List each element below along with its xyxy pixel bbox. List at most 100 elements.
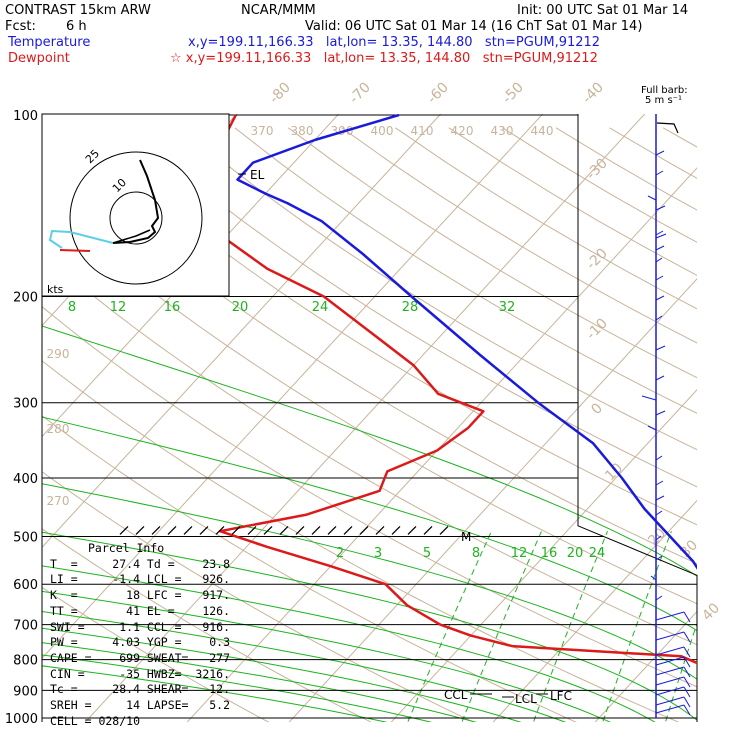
wind-barb-flag xyxy=(655,455,663,461)
dry-adiabat-line xyxy=(555,127,697,211)
pressure-tick-label: 400 xyxy=(13,472,38,487)
moist-adiabat-line xyxy=(42,531,697,721)
hodograph-ring-outer xyxy=(69,151,203,285)
isotherm-tick-label: -60 xyxy=(424,79,451,106)
moist-adiabat-line xyxy=(42,654,433,722)
wind-barb-flag xyxy=(655,245,665,251)
sounding-series xyxy=(152,114,697,665)
freezing-hatch xyxy=(407,526,417,535)
freezing-hatch xyxy=(359,526,369,535)
isotherm-tick-label: 20 xyxy=(645,525,669,549)
level-marker-label: M xyxy=(461,530,471,544)
freezing-hatch xyxy=(215,526,225,535)
moist-adiabat-line xyxy=(42,590,611,722)
pressure-tick-label: 200 xyxy=(13,291,38,306)
temperature-location: x,y=199.11,166.33 lat,lon= 13.35, 144.80… xyxy=(188,35,601,50)
theta-e-label: 20 xyxy=(232,300,249,315)
wind-barb-low-feather xyxy=(683,676,691,688)
wind-barb-low xyxy=(655,704,685,714)
moist-adiabat-line xyxy=(42,483,697,680)
wind-barb-flag xyxy=(655,230,664,236)
model-title: CONTRAST 15km ARW xyxy=(5,3,151,18)
parcel-row: CELL = 028/10 xyxy=(50,713,231,728)
wind-barbs xyxy=(641,114,691,718)
freezing-hatch xyxy=(327,526,337,535)
temperature-line xyxy=(236,114,697,570)
wind-barb-flag xyxy=(655,535,662,541)
theta-e-label: 16 xyxy=(164,300,181,315)
isotherm-tick-label: -10 xyxy=(583,315,610,342)
dry-adiabat-line xyxy=(42,415,577,722)
isotherm-tick-label: -40 xyxy=(579,79,606,106)
isotherm-line xyxy=(42,114,442,549)
pressure-tick-label: 900 xyxy=(13,684,38,699)
level-markers: EL M CCL LCL LFC xyxy=(119,168,572,706)
dry-adiabat-line xyxy=(42,199,697,605)
freezing-hatch xyxy=(231,526,241,535)
isotherm-line xyxy=(492,499,697,722)
wind-barb-low-feather xyxy=(683,646,691,658)
freezing-hatch xyxy=(167,526,177,535)
mixing-ratio-line xyxy=(602,531,672,722)
wind-barb-low-feather xyxy=(683,631,691,643)
dewpoint-location: ☆ x,y=199.11,166.33 lat,lon= 13.35, 144.… xyxy=(170,51,598,66)
pressure-tick-label: 300 xyxy=(13,397,38,412)
level-marker-label: LCL xyxy=(515,692,537,706)
wind-barb-flag xyxy=(655,150,665,156)
wind-barb-top xyxy=(656,122,679,134)
dry-adiabat-line xyxy=(42,528,372,722)
pressure-tick-label: 500 xyxy=(13,530,38,545)
moist-adiabat-line xyxy=(42,611,567,722)
theta-tick-label: 370 xyxy=(251,124,274,138)
moist-adiabat-line xyxy=(42,565,656,722)
parcel-row: T = 27.4 Td = 23.8 xyxy=(50,556,231,571)
wind-barb-low-feather xyxy=(683,704,691,716)
dry-adiabat-line xyxy=(288,127,697,379)
parcel-row: CIN = -35 HWBZ= 3216. xyxy=(50,666,231,681)
moist-adiabat-line xyxy=(42,665,388,722)
theta-tick-label: 400 xyxy=(371,124,394,138)
moist-adiabat-line xyxy=(42,325,697,577)
theta-e-label: 8 xyxy=(68,300,76,315)
theta-e-label: 12 xyxy=(110,300,127,315)
freezing-hatch xyxy=(199,526,209,535)
pressure-tick-label: 800 xyxy=(13,654,38,669)
freezing-hatch xyxy=(135,526,145,535)
dry-adiabat-line xyxy=(42,586,270,722)
forecast-label: Fcst: xyxy=(5,19,36,34)
hodograph-trace-cyan xyxy=(48,229,114,249)
freezing-hatch xyxy=(119,526,129,535)
freezing-hatch xyxy=(423,526,433,535)
dry-adiabat-line xyxy=(127,127,697,488)
wind-barb-low xyxy=(655,686,685,696)
wind-barb-low-feather xyxy=(683,696,691,708)
wind-barb-flag xyxy=(655,275,664,281)
freezing-hatch xyxy=(375,526,385,535)
wind-barb-flag xyxy=(655,555,663,561)
wind-barb-low xyxy=(655,631,685,641)
dry-adiabat-line xyxy=(42,252,697,646)
wind-barb-flag xyxy=(655,315,663,321)
wind-barb-low-feather xyxy=(683,686,691,698)
dry-adiabat-line xyxy=(73,127,697,526)
hodograph-units: kts xyxy=(47,283,64,296)
theta-tick-label: 380 xyxy=(291,124,314,138)
isotherm-tick-label: -30 xyxy=(583,155,610,182)
dry-adiabat-line xyxy=(42,471,475,722)
wind-barb-low-feather xyxy=(683,611,691,623)
hodograph-trace-red xyxy=(59,249,91,252)
hodograph-trace-black xyxy=(112,159,160,244)
hodograph-trace-black-2 xyxy=(112,229,151,244)
freezing-hatch xyxy=(439,526,449,535)
parcel-row: LI = -1.4 LCL = 926. xyxy=(50,572,231,587)
wind-barb-flag xyxy=(655,295,665,301)
pressure-tick-label: 700 xyxy=(13,619,38,634)
parcel-row: SREH = 14 LAPSE= 5.2 xyxy=(50,698,231,713)
isotherm-tick-label: 40 xyxy=(699,600,723,624)
mixing-ratio-line xyxy=(664,621,697,722)
freezing-hatch xyxy=(263,526,273,535)
wind-barb-flag xyxy=(655,205,666,211)
wind-barb-flag xyxy=(655,345,666,351)
freezing-hatch xyxy=(247,526,257,535)
